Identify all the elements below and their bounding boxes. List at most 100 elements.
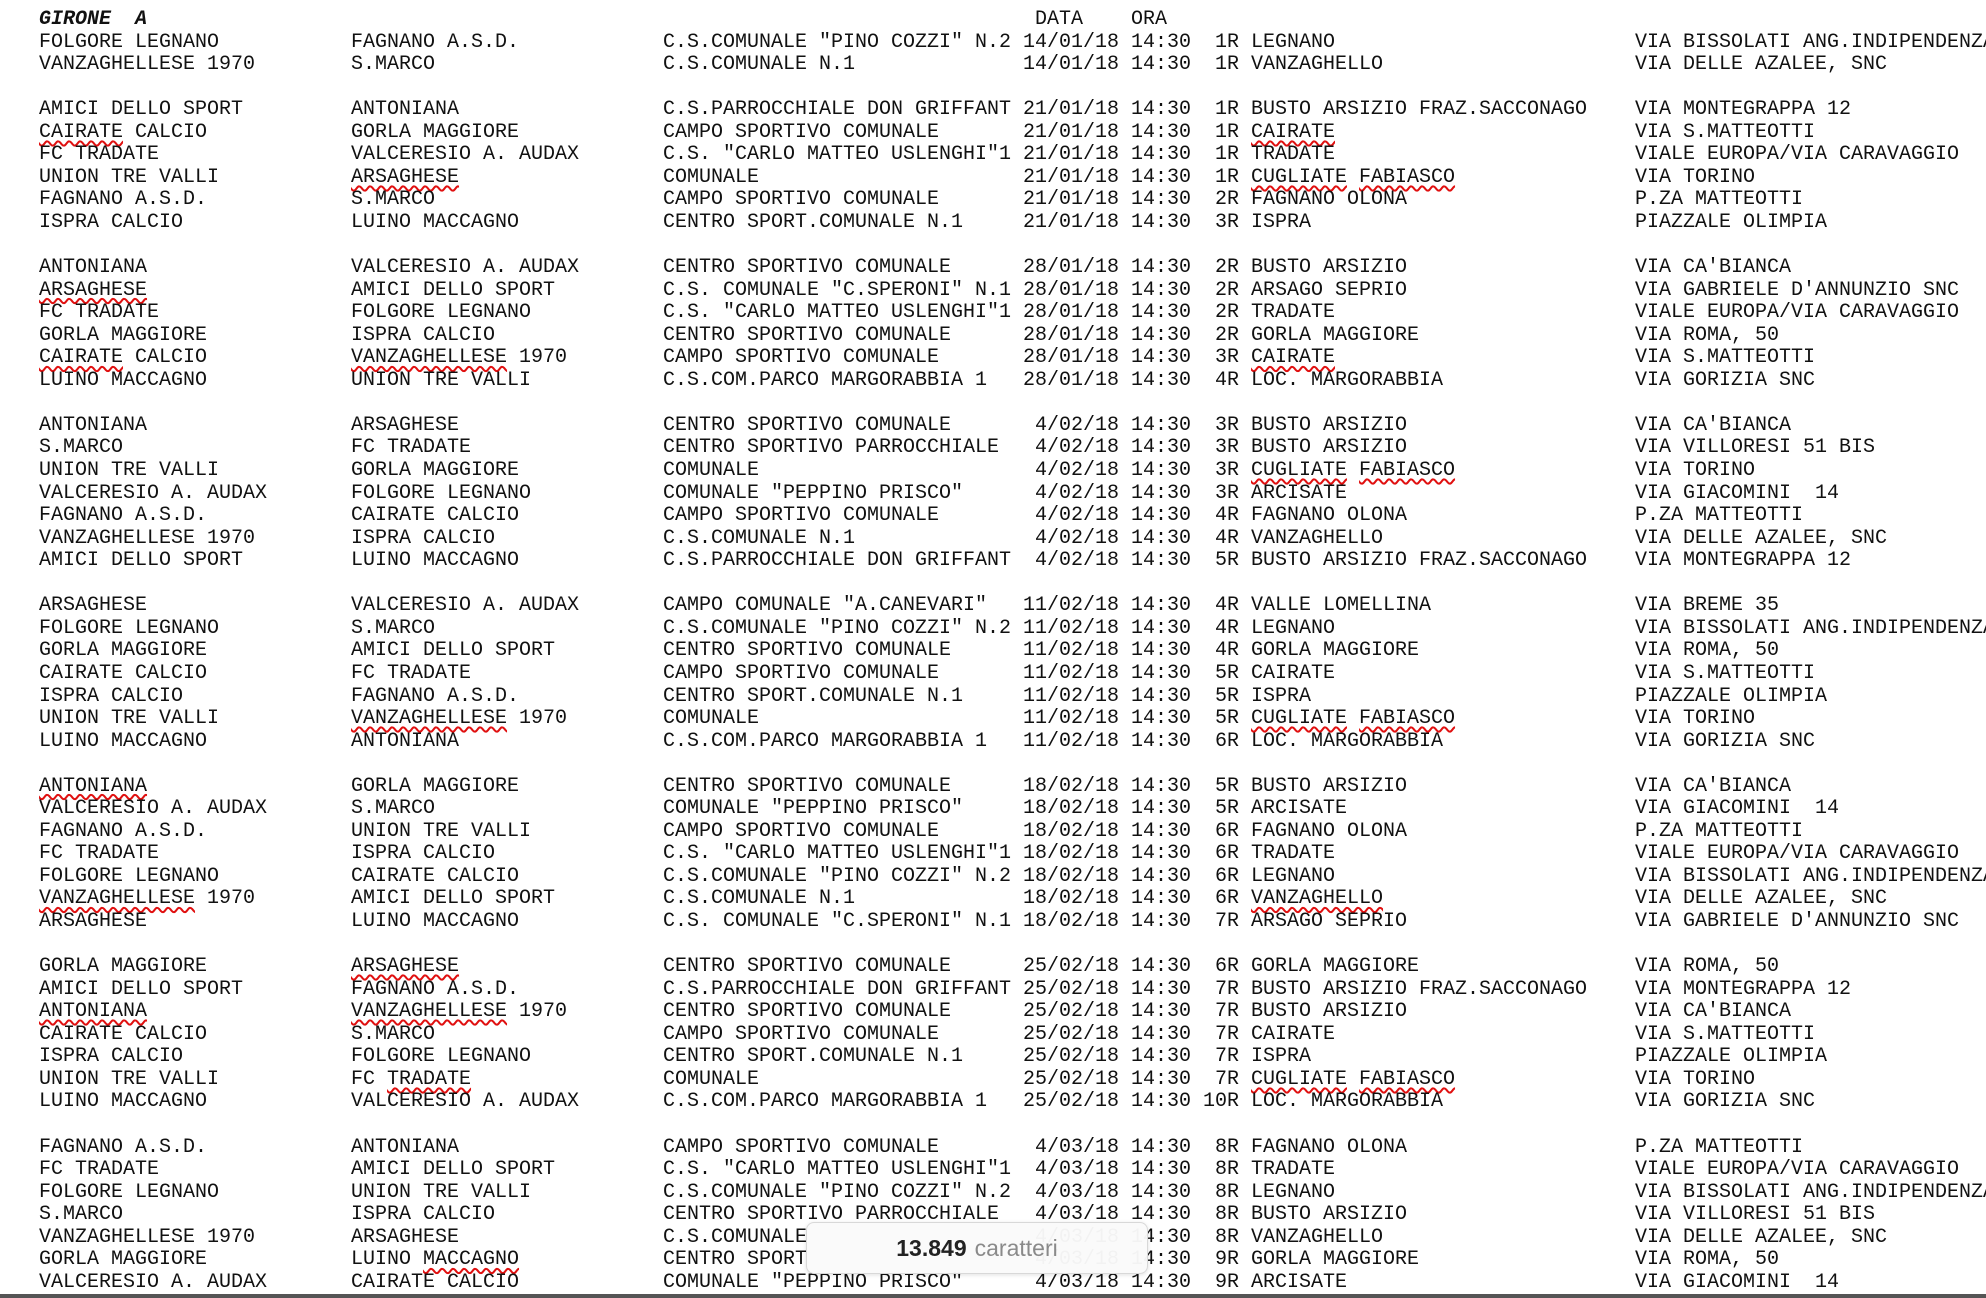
away-team: ARSAGHESE	[351, 413, 460, 437]
fixture-row: GORLA MAGGIORE ARSAGHESE CENTRO SPORTIVO C…	[39, 956, 1986, 978]
spellcheck-flagged-word[interactable]: ANTONIANA	[39, 1000, 148, 1024]
spellcheck-flagged-word[interactable]: ANTONIANA	[39, 774, 148, 798]
venue: C.S.COM.PARCO MARGORABBIA 1	[663, 1090, 988, 1114]
document-text-area[interactable]: GIRONE A DATA ORA FOLGORE LEGNANO FAGNANO…	[39, 0, 1986, 1298]
city: GORLA MAGGIORE	[1251, 639, 1420, 663]
match-time: 14:30	[1131, 1045, 1192, 1069]
home-team: CAIRATE CALCIO	[39, 1022, 208, 1046]
spellcheck-flagged-word[interactable]: CAIRATE	[39, 120, 124, 144]
city: ISPRA	[1251, 684, 1312, 708]
away-team: VANZAGHELLESE 1970	[351, 346, 568, 370]
city: BUSTO ARSIZIO FRAZ.SACCONAGO	[1251, 98, 1588, 122]
home-team: ISPRA CALCIO	[39, 1045, 184, 1069]
match-date: 18/02/18	[1023, 797, 1120, 821]
venue: COMUNALE	[663, 707, 760, 731]
address: VIA DELLE AZALEE, SNC	[1635, 526, 1888, 550]
spellcheck-flagged-word[interactable]: ARSAGHESE	[351, 165, 460, 189]
spellcheck-flagged-word[interactable]: ARSAGHESE	[39, 278, 148, 302]
fixture-row: CAIRATE CALCIO GORLA MAGGIORE CAMPO SPORTI…	[39, 120, 1986, 144]
match-time: 14:30	[1131, 1090, 1192, 1114]
venue: C.S.COMUNALE "PINO COZZI" N.2	[663, 30, 1012, 54]
match-time: 14:30	[1131, 661, 1192, 685]
venue: C.S.PARROCCHIALE DON GRIFFANT	[663, 549, 1012, 573]
spellcheck-flagged-word[interactable]: CAIRATE	[1251, 346, 1336, 370]
match-time: 14:30	[1131, 301, 1192, 325]
match-time: 14:30	[1131, 165, 1192, 189]
match-date: 14/01/18	[1023, 53, 1120, 77]
address: VIA S.MATTEOTTI	[1635, 120, 1816, 144]
city: VANZAGHELLO	[1251, 888, 1383, 910]
round: 1R	[1214, 98, 1239, 122]
fixture-row: CAIRATE CALCIO S.MARCO CAMPO SPORTIVO COMU…	[39, 1022, 1986, 1046]
away-team: ISPRA CALCIO	[351, 842, 496, 866]
match-date: 11/02/18	[1023, 707, 1120, 731]
match-time: 14:30	[1131, 323, 1192, 347]
address: VIA DELLE AZALEE, SNC	[1635, 887, 1888, 911]
home-team: VANZAGHELLESE 1970	[39, 526, 256, 550]
round: 3R	[1214, 210, 1239, 234]
away-team: LUINO MACCAGNO	[351, 210, 520, 234]
fixture-row: LUINO MACCAGNO ANTONIANA C.S.COM.PARCO MAR…	[39, 729, 1986, 753]
match-time: 14:30	[1131, 977, 1192, 1001]
spellcheck-flagged-word[interactable]: FABIASCO	[1359, 459, 1456, 482]
spellcheck-flagged-word[interactable]: CUGLIATE	[1251, 459, 1348, 482]
fixture-row: VANZAGHELLESE 1970 ISPRA CALCIO C.S.COMUNA…	[39, 526, 1986, 550]
match-date: 25/02/18	[1023, 1000, 1120, 1024]
spellcheck-flagged-word[interactable]: FABIASCO	[1359, 1067, 1456, 1091]
venue: C.S.COMUNALE "PINO COZZI" N.2	[663, 864, 1012, 888]
spellcheck-flagged-word[interactable]: VANZAGHELLESE	[351, 707, 508, 731]
city: CAIRATE	[1251, 120, 1336, 144]
home-team: UNION TRE VALLI	[39, 707, 220, 731]
venue: CENTRO SPORT.COMUNALE N.1	[663, 210, 964, 234]
match-time: 14:30	[1131, 864, 1192, 888]
home-team: FAGNANO A.S.D.	[39, 1135, 208, 1159]
home-team: GORLA MAGGIORE	[39, 955, 208, 979]
match-date: 18/02/18	[1023, 864, 1120, 888]
away-team: FAGNANO A.S.D.	[351, 977, 520, 1001]
spellcheck-flagged-word[interactable]: FABIASCO	[1359, 165, 1456, 189]
venue: CAMPO SPORTIVO COMUNALE	[663, 346, 940, 370]
spellcheck-flagged-word[interactable]: CUGLIATE	[1251, 165, 1348, 189]
time-column-header: ORA	[1131, 8, 1168, 31]
spellcheck-flagged-word[interactable]: VANZAGHELLESE	[351, 346, 508, 370]
spellcheck-flagged-word[interactable]: CAIRATE	[1251, 120, 1336, 144]
fixture-row: ANTONIANA GORLA MAGGIORE CENTRO SPORTIVO C…	[39, 774, 1986, 798]
match-time: 14:30	[1131, 188, 1192, 212]
match-date: 4/03/18	[1034, 1203, 1119, 1227]
fixture-row: LUINO MACCAGNO VALCERESIO A. AUDAX C.S.COM…	[39, 1091, 1986, 1113]
spellcheck-flagged-word[interactable]: TRADATE	[387, 1067, 472, 1091]
spellcheck-flagged-word[interactable]: CUGLIATE	[1251, 1067, 1348, 1091]
venue: COMUNALE	[663, 459, 760, 482]
round: 1R	[1214, 53, 1239, 77]
match-time: 14:30	[1131, 1135, 1192, 1159]
spellcheck-flagged-word[interactable]: VANZAGHELLESE	[351, 1000, 508, 1024]
spellcheck-flagged-word[interactable]: CUGLIATE	[1251, 707, 1348, 731]
away-team: ANTONIANA	[351, 1135, 460, 1159]
city: VANZAGHELLO	[1251, 53, 1384, 77]
round: 1R	[1214, 165, 1239, 189]
venue: C.S.COMUNALE N.1	[663, 53, 856, 77]
home-team: VALCERESIO A. AUDAX	[39, 481, 268, 505]
spellcheck-flagged-word[interactable]: CAIRATE	[39, 346, 124, 370]
venue: COMUNALE	[663, 165, 760, 189]
city: CUGLIATE FABIASCO	[1251, 460, 1455, 482]
city: LOC. MARGORABBIA	[1251, 729, 1444, 753]
spellcheck-flagged-word[interactable]: VANZAGHELLESE	[39, 887, 196, 911]
venue: CENTRO SPORT.COMUNALE N.1	[663, 1045, 964, 1069]
spellcheck-flagged-word[interactable]: FABIASCO	[1359, 707, 1456, 731]
home-team: UNION TRE VALLI	[39, 1067, 220, 1091]
away-team: ARSAGHESE	[351, 165, 460, 189]
venue: CENTRO SPORTIVO COMUNALE	[663, 323, 952, 347]
address: VIA DELLE AZALEE, SNC	[1635, 53, 1888, 77]
city: LEGNANO	[1251, 864, 1336, 888]
spellcheck-flagged-word[interactable]: MACCAGNO	[423, 1248, 520, 1272]
home-team: ARSAGHESE	[39, 278, 148, 302]
spellcheck-flagged-word[interactable]: VANZAGHELLO	[1251, 887, 1384, 911]
venue: CAMPO SPORTIVO COMUNALE	[663, 819, 940, 843]
away-team: ANTONIANA	[351, 729, 460, 753]
spellcheck-flagged-word[interactable]: ARSAGHESE	[351, 955, 460, 979]
away-team: GORLA MAGGIORE	[351, 120, 520, 144]
address: VIA GABRIELE D'ANNUNZIO SNC	[1635, 278, 1960, 302]
address: P.ZA MATTEOTTI	[1635, 504, 1804, 528]
home-team: S.MARCO	[39, 436, 124, 460]
